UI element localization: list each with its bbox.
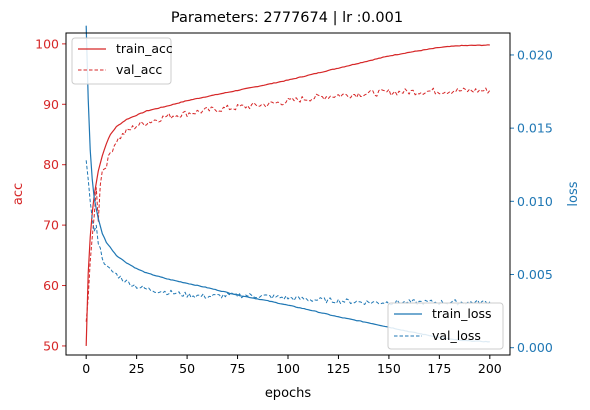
plot-frame [65, 32, 511, 356]
legend-label-train-acc: train_acc [116, 41, 173, 56]
chart-title: Parameters: 2777674 | lr :0.001 [171, 10, 403, 26]
y-left-tick-label: 80 [43, 157, 59, 172]
y-right-tick-label: 0.020 [517, 47, 553, 62]
left-y-axis: 50 60 70 80 90 100 [35, 36, 66, 353]
y-axis-label-right: loss [566, 181, 581, 206]
x-axis: 0 25 50 75 100 125 150 175 200 [82, 355, 502, 376]
x-tick-label: 75 [230, 361, 246, 376]
y-left-tick-label: 70 [43, 218, 59, 233]
y-right-tick-label: 0.015 [517, 121, 553, 136]
right-y-axis: 0.000 0.005 0.010 0.015 0.020 [510, 47, 553, 355]
x-tick-label: 100 [276, 361, 300, 376]
y-right-tick-label: 0.010 [517, 194, 553, 209]
y-left-tick-label: 90 [43, 97, 59, 112]
x-tick-label: 150 [377, 361, 401, 376]
x-tick-label: 0 [82, 361, 90, 376]
x-axis-label: epochs [265, 386, 312, 401]
y-left-tick-label: 60 [43, 278, 59, 293]
legend-label-val-acc: val_acc [116, 62, 162, 77]
y-right-tick-label: 0.000 [517, 340, 553, 355]
legend-loss: train_loss val_loss [387, 302, 504, 350]
x-tick-label: 200 [478, 361, 502, 376]
x-tick-label: 25 [129, 361, 145, 376]
series-line-train-acc [85, 44, 490, 346]
x-tick-label: 50 [179, 361, 195, 376]
series-line-val-acc [85, 87, 491, 322]
y-axis-label-left: acc [11, 183, 26, 205]
x-tick-label: 175 [427, 361, 451, 376]
legend-acc: train_acc val_acc [71, 37, 173, 85]
y-left-tick-label: 50 [43, 338, 59, 353]
y-left-tick-label: 100 [35, 36, 59, 51]
legend-label-train-loss: train_loss [432, 306, 492, 321]
x-tick-label: 125 [327, 361, 351, 376]
y-right-tick-label: 0.005 [517, 267, 553, 282]
legend-label-val-loss: val_loss [432, 328, 481, 343]
